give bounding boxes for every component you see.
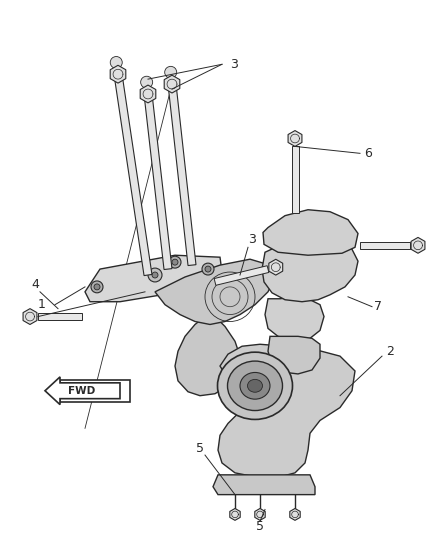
Text: FWD: FWD <box>68 386 95 396</box>
Circle shape <box>165 66 177 78</box>
Polygon shape <box>175 317 240 395</box>
Polygon shape <box>38 313 82 320</box>
Text: 5: 5 <box>256 520 264 533</box>
Circle shape <box>110 56 122 68</box>
Polygon shape <box>144 93 172 270</box>
Polygon shape <box>269 259 283 275</box>
Circle shape <box>94 284 100 290</box>
Circle shape <box>172 259 178 265</box>
Polygon shape <box>263 209 358 255</box>
Circle shape <box>205 266 211 272</box>
Polygon shape <box>218 344 355 477</box>
Circle shape <box>91 281 103 293</box>
Polygon shape <box>290 508 300 520</box>
Ellipse shape <box>218 352 293 419</box>
Polygon shape <box>155 259 275 325</box>
Polygon shape <box>168 84 196 265</box>
Text: 2: 2 <box>386 345 394 358</box>
Polygon shape <box>213 475 315 495</box>
Polygon shape <box>230 508 240 520</box>
Polygon shape <box>265 297 324 340</box>
FancyBboxPatch shape <box>60 380 130 402</box>
Polygon shape <box>85 255 222 302</box>
Polygon shape <box>360 242 410 249</box>
Text: 3: 3 <box>248 233 256 246</box>
Polygon shape <box>292 147 299 213</box>
Polygon shape <box>164 75 180 93</box>
Polygon shape <box>411 237 425 253</box>
Polygon shape <box>110 65 126 83</box>
Circle shape <box>141 76 153 88</box>
Polygon shape <box>268 336 320 374</box>
Text: 3: 3 <box>230 58 238 71</box>
Polygon shape <box>23 309 37 325</box>
Polygon shape <box>214 266 269 285</box>
Circle shape <box>202 263 214 275</box>
Text: 1: 1 <box>38 298 46 311</box>
Polygon shape <box>114 74 152 276</box>
Circle shape <box>169 256 181 268</box>
Circle shape <box>152 272 158 278</box>
Polygon shape <box>262 237 358 302</box>
Polygon shape <box>288 131 302 147</box>
Polygon shape <box>45 377 120 405</box>
Text: 5: 5 <box>196 442 204 455</box>
Circle shape <box>148 268 162 282</box>
Text: FWD: FWD <box>81 386 109 396</box>
Text: 4: 4 <box>31 278 39 292</box>
Polygon shape <box>140 85 156 103</box>
Ellipse shape <box>240 373 270 399</box>
Text: 7: 7 <box>374 300 382 313</box>
Text: 6: 6 <box>364 147 372 160</box>
Polygon shape <box>255 508 265 520</box>
Ellipse shape <box>247 379 262 392</box>
Ellipse shape <box>227 361 283 410</box>
